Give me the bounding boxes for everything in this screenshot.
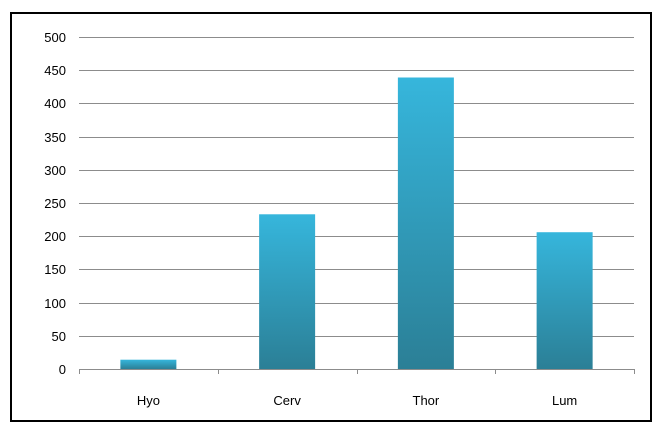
y-tick-label: 300 <box>44 163 66 178</box>
x-tick-label: Cerv <box>273 393 301 408</box>
y-tick-label: 200 <box>44 229 66 244</box>
y-tick-label: 150 <box>44 262 66 277</box>
bars <box>120 77 593 369</box>
y-axis-ticks: 0 50 100 150 200 250 300 350 400 450 500 <box>44 30 66 377</box>
y-tick-label: 400 <box>44 96 66 111</box>
y-tick-label: 100 <box>44 296 66 311</box>
bar-lum <box>536 232 593 369</box>
bar-thor <box>397 77 454 369</box>
bar-hyo <box>120 359 177 369</box>
x-axis: Hyo Cerv Thor Lum <box>79 369 635 408</box>
y-tick-label: 450 <box>44 63 66 78</box>
x-tick-label: Hyo <box>137 393 160 408</box>
y-tick-label: 500 <box>44 30 66 45</box>
y-tick-label: 0 <box>59 362 66 377</box>
bar-cerv <box>259 214 316 369</box>
x-tick-label: Thor <box>413 393 440 408</box>
y-tick-label: 350 <box>44 130 66 145</box>
x-tick-label: Lum <box>552 393 577 408</box>
y-tick-label: 50 <box>52 329 66 344</box>
y-tick-label: 250 <box>44 196 66 211</box>
